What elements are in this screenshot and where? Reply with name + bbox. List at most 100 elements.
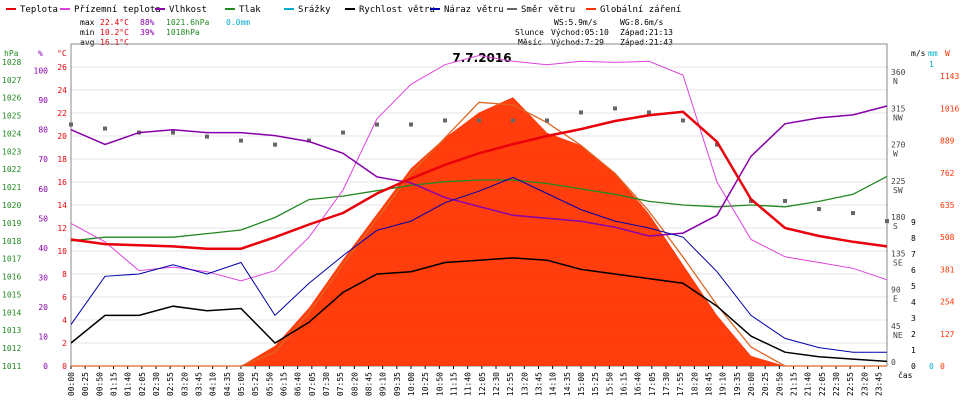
legend-label: Vlhkost bbox=[169, 5, 207, 15]
axis-title-mm: mm bbox=[928, 49, 938, 58]
info-ws: WS:5.9m/s bbox=[554, 18, 598, 27]
tick-label-pct: 50 bbox=[38, 214, 48, 223]
tick-label-degc: 16 bbox=[57, 178, 67, 187]
x-tick-label: 18:20 bbox=[690, 372, 699, 396]
tick-label-hpa: 1024 bbox=[2, 129, 21, 138]
x-tick-label: 20:25 bbox=[761, 372, 770, 396]
point-wind-direction bbox=[715, 142, 719, 147]
x-tick-label: 08:20 bbox=[350, 372, 359, 396]
x-tick-label: 01:40 bbox=[124, 372, 133, 396]
tick-label-pct: 60 bbox=[38, 185, 48, 194]
tick-label-pct: 40 bbox=[38, 244, 48, 253]
stat-max-rain: 0.0mm bbox=[226, 18, 250, 27]
point-wind-direction bbox=[783, 198, 787, 203]
tick-label-ms: 8 bbox=[911, 234, 916, 243]
axes: 1011101210131014101510161017101810191020… bbox=[2, 58, 959, 396]
x-tick-label: 22:05 bbox=[818, 372, 827, 396]
x-tick-label: 11:40 bbox=[464, 372, 473, 396]
tick-label-ms: 6 bbox=[911, 266, 916, 275]
x-tick-label: 02:05 bbox=[138, 372, 147, 396]
x-tick-label: 01:15 bbox=[110, 372, 119, 396]
x-tick-label: 23:20 bbox=[860, 372, 869, 396]
tick-label-ms: 1 bbox=[911, 346, 916, 355]
legend-label: Směr větru bbox=[521, 5, 575, 15]
tick-label-pct: 20 bbox=[38, 303, 48, 312]
tick-label-direction: 0 bbox=[891, 358, 896, 367]
x-tick-label: 12:05 bbox=[478, 372, 487, 396]
point-wind-direction bbox=[545, 118, 549, 123]
stat-max-label: max bbox=[80, 18, 95, 27]
x-tick-label: 07:05 bbox=[308, 372, 317, 396]
tick-label-direction: 315 bbox=[891, 104, 906, 113]
tick-label-ms: 5 bbox=[911, 282, 916, 291]
point-wind-direction bbox=[579, 110, 583, 115]
x-tick-label: 11:15 bbox=[450, 372, 459, 396]
x-tick-label: 22:30 bbox=[832, 372, 841, 396]
tick-label-w: 127 bbox=[940, 330, 955, 339]
tick-label-direction: S bbox=[893, 222, 898, 231]
series bbox=[69, 54, 889, 367]
x-tick-label: 10:00 bbox=[407, 372, 416, 396]
x-tick-label: 17:30 bbox=[662, 372, 671, 396]
stat-max-temp: 22.4°C bbox=[100, 18, 129, 27]
tick-label-direction: 135 bbox=[891, 249, 906, 258]
x-tick-label: 20:00 bbox=[747, 372, 756, 396]
x-tick-label: 05:50 bbox=[265, 372, 274, 396]
tick-label-w: 381 bbox=[940, 265, 955, 274]
point-wind-direction bbox=[171, 130, 175, 135]
tick-label-hpa: 1012 bbox=[2, 344, 21, 353]
point-wind-direction bbox=[511, 118, 515, 123]
point-wind-direction bbox=[749, 198, 753, 203]
x-tick-label: 14:10 bbox=[549, 372, 558, 396]
tick-label-degc: 8 bbox=[62, 270, 67, 279]
tick-label-pct: 100 bbox=[34, 67, 49, 76]
tick-label-degc: 10 bbox=[57, 247, 67, 256]
tick-label-w: 1016 bbox=[940, 104, 959, 113]
tick-label-direction: SW bbox=[893, 186, 903, 195]
x-tick-label: 02:30 bbox=[152, 372, 161, 396]
tick-label-hpa: 1022 bbox=[2, 165, 21, 174]
point-wind-direction bbox=[817, 207, 821, 212]
x-tick-label: 23:45 bbox=[875, 372, 884, 396]
x-tick-label: 16:40 bbox=[634, 372, 643, 396]
tick-label-direction: E bbox=[893, 295, 898, 304]
x-tick-label: 03:45 bbox=[195, 372, 204, 396]
info-sunset: Západ:21:13 bbox=[620, 28, 673, 37]
tick-label-direction: 360 bbox=[891, 68, 906, 77]
tick-label-w: 254 bbox=[940, 298, 955, 307]
point-wind-direction bbox=[477, 118, 481, 123]
x-tick-label: 15:00 bbox=[577, 372, 586, 396]
tick-label-direction: 90 bbox=[891, 286, 901, 295]
stat-min-label: min bbox=[80, 28, 95, 37]
x-tick-label: 05:25 bbox=[251, 372, 260, 396]
point-wind-direction bbox=[851, 211, 855, 216]
tick-label-hpa: 1018 bbox=[2, 237, 21, 246]
tick-label-degc: 0 bbox=[62, 362, 67, 371]
info-moon-label: Měsíc bbox=[518, 38, 542, 47]
tick-label-mm: 0 bbox=[929, 362, 934, 371]
tick-label-direction: NE bbox=[893, 331, 903, 340]
x-tick-label: 17:55 bbox=[676, 372, 685, 396]
tick-label-hpa: 1017 bbox=[2, 255, 21, 264]
tick-label-pct: 90 bbox=[38, 96, 48, 105]
point-wind-direction bbox=[885, 219, 889, 224]
tick-label-direction: 180 bbox=[891, 213, 906, 222]
x-tick-label: 22:55 bbox=[846, 372, 855, 396]
axis-title-w: W bbox=[945, 49, 950, 58]
tick-label-direction: SE bbox=[893, 258, 903, 267]
stats-block: max 22.4°C 88% 1021.6hPa 0.0mm min 10.2°… bbox=[80, 18, 250, 47]
x-tick-label: 19:35 bbox=[733, 372, 742, 396]
legend-label: Tlak bbox=[239, 5, 261, 15]
tick-label-ms: 9 bbox=[911, 218, 916, 227]
tick-label-ms: 2 bbox=[911, 330, 916, 339]
tick-label-direction: 270 bbox=[891, 141, 906, 150]
point-wind-direction bbox=[613, 106, 617, 111]
legend-label: Rychlost větru bbox=[359, 5, 435, 15]
tick-label-hpa: 1019 bbox=[2, 219, 21, 228]
tick-label-hpa: 1028 bbox=[2, 58, 21, 67]
info-wg: WG:8.6m/s bbox=[620, 18, 664, 27]
legend-label: Přízemní teplota bbox=[74, 5, 161, 15]
tick-label-pct: 80 bbox=[38, 126, 48, 135]
stat-max-hum: 88% bbox=[140, 18, 155, 27]
axis-title-degc: °C bbox=[57, 49, 67, 58]
